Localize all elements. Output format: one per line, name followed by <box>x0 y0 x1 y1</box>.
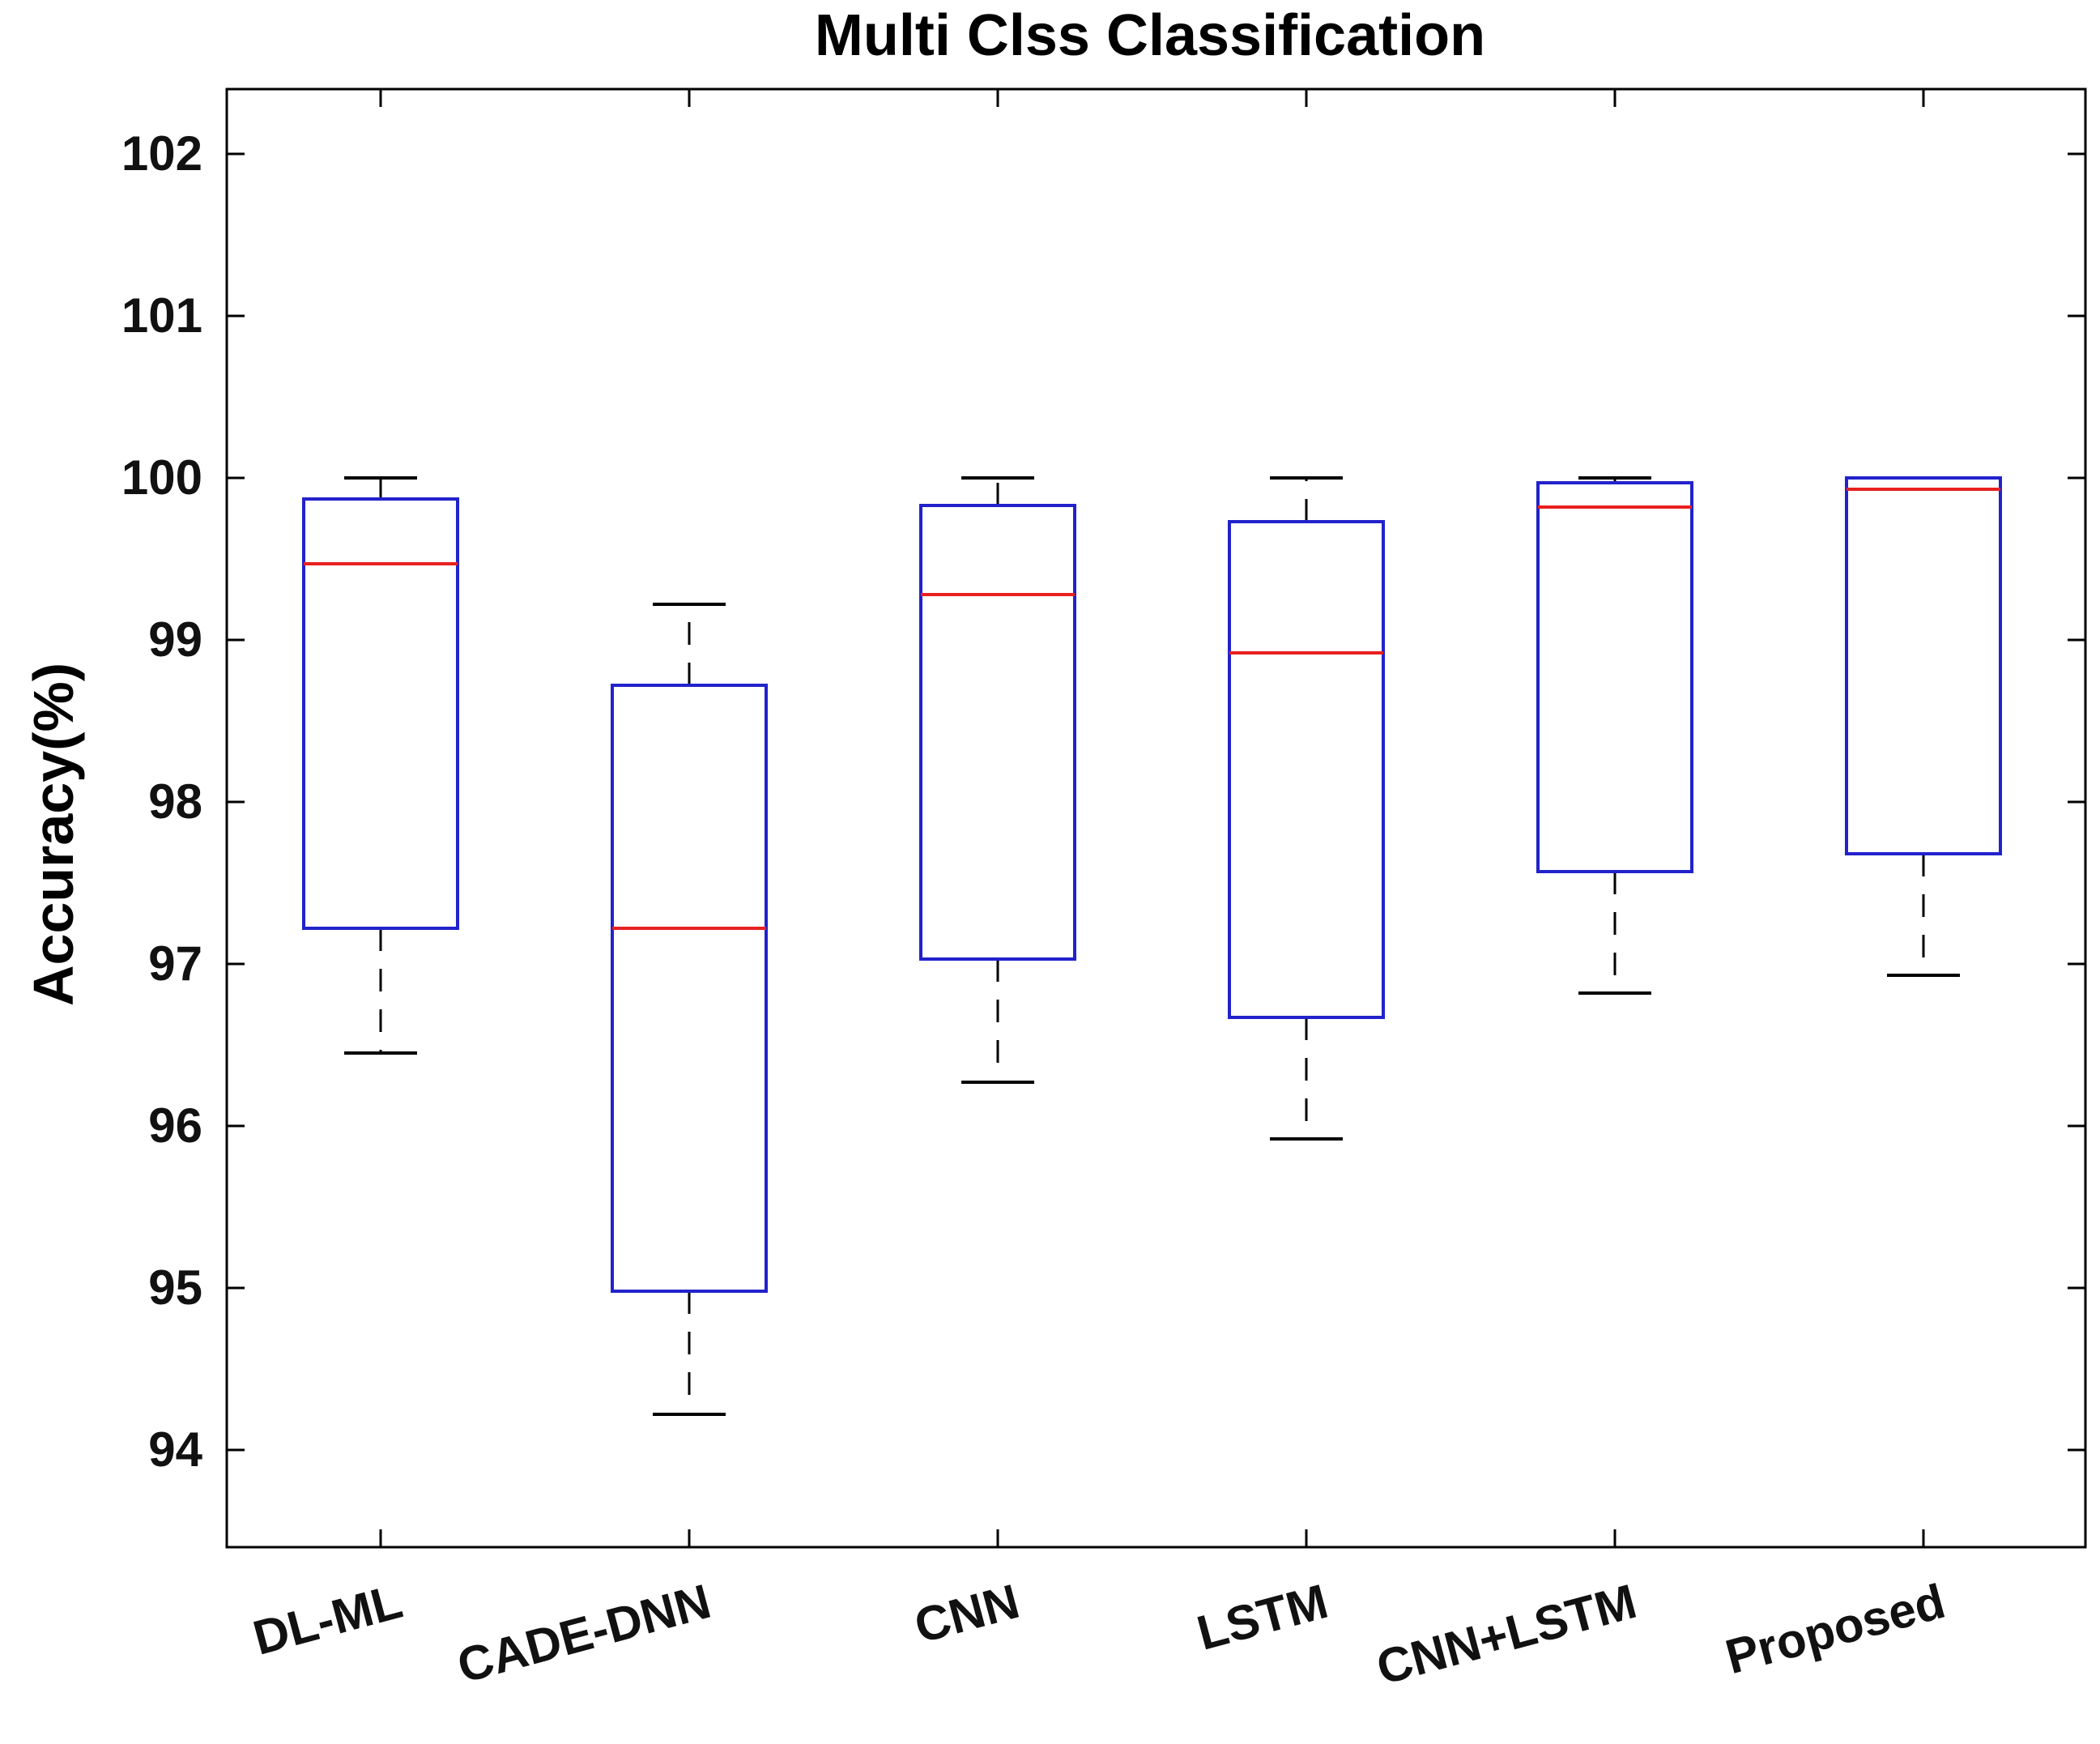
iqr-box <box>1845 476 2002 855</box>
y-axis-ticks: 94 95 96 97 98 99 100 101 102 <box>121 126 2085 1477</box>
box-group <box>1536 476 1693 995</box>
box-group <box>919 476 1076 1084</box>
x-tick-label: LSTM <box>1191 1574 1333 1661</box>
x-tick-label: DL-ML <box>248 1574 408 1665</box>
x-axis-ticks: DL-ML CADE-DNN CNN LSTM CNN+LSTM Proposed <box>248 89 1951 1695</box>
box-group <box>1228 476 1385 1141</box>
y-axis-label: Accuracy(%) <box>22 663 85 1006</box>
iqr-box <box>1536 481 1693 873</box>
y-tick-label: 98 <box>148 774 202 829</box>
y-tick-label: 94 <box>148 1422 202 1477</box>
box-group <box>611 603 768 1416</box>
x-tick-label: CNN+LSTM <box>1371 1574 1642 1695</box>
x-tick-label: CNN <box>909 1574 1024 1653</box>
x-tick-label: CADE-DNN <box>452 1574 716 1694</box>
y-tick-label: 102 <box>121 126 202 181</box>
y-tick-label: 95 <box>148 1260 202 1315</box>
iqr-box <box>919 504 1076 961</box>
box-group <box>1845 476 2002 977</box>
iqr-box <box>302 497 459 930</box>
box-series <box>302 476 2002 1416</box>
y-tick-label: 96 <box>148 1098 202 1153</box>
box-group <box>302 476 459 1055</box>
y-tick-label: 99 <box>148 612 202 667</box>
x-tick-label: Proposed <box>1720 1574 1951 1684</box>
chart-title: Multi Clss Classification <box>815 3 1485 68</box>
plot-area-frame <box>225 87 2087 1549</box>
y-tick-label: 97 <box>148 936 202 991</box>
y-tick-label: 100 <box>121 450 202 505</box>
iqr-box <box>1228 520 1385 1019</box>
y-tick-label: 101 <box>121 288 202 343</box>
iqr-box <box>611 684 768 1293</box>
